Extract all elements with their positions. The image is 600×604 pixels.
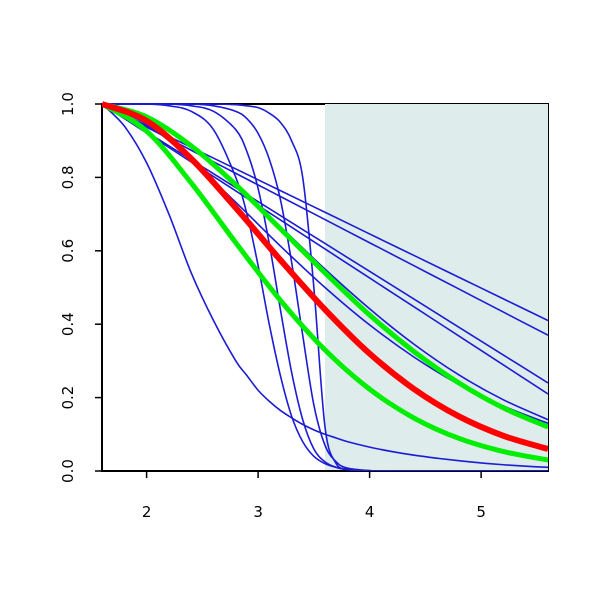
x-tick-label: 5	[476, 503, 486, 521]
series-line	[102, 101, 548, 430]
series-line	[102, 103, 548, 469]
series-line	[102, 103, 548, 322]
series-line	[102, 101, 548, 463]
series-line	[102, 103, 548, 471]
series-line	[102, 103, 548, 384]
series-line	[102, 103, 548, 471]
y-tick-label: 0.4	[59, 312, 77, 336]
y-tick-label: 0.0	[59, 459, 77, 483]
shaded-region	[325, 104, 548, 471]
series-line	[102, 103, 548, 471]
series-line	[102, 103, 548, 395]
y-tick-label: 0.8	[59, 165, 77, 189]
x-tick-label: 4	[365, 503, 375, 521]
series-line	[102, 101, 548, 452]
y-tick-label: 0.2	[59, 386, 77, 410]
y-tick-label: 1.0	[59, 92, 77, 116]
x-tick-label: 2	[142, 503, 152, 521]
y-tick-label: 0.6	[59, 239, 77, 263]
x-tick-label: 3	[253, 503, 263, 521]
